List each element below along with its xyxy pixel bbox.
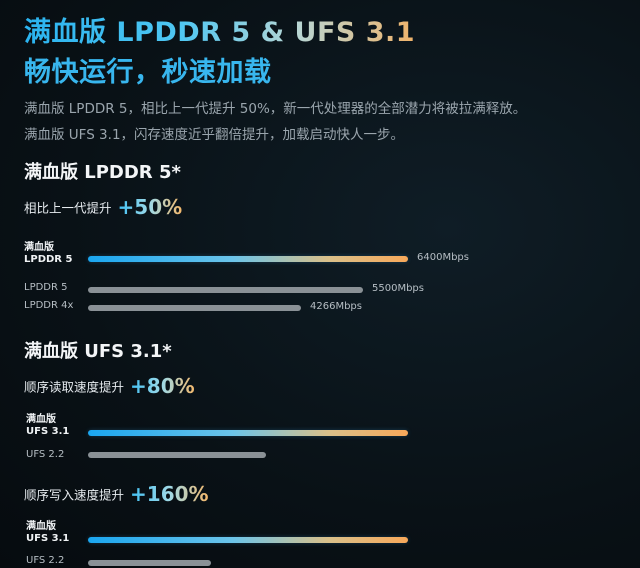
improvement-value: +80%: [130, 374, 195, 398]
bar-label-prefix: 满血版: [26, 521, 56, 532]
bar-label-lpddr4x: LPDDR 4x: [24, 300, 74, 311]
bar-value-lpddr4x: 4266Mbps: [310, 301, 362, 312]
bar-value-full-lpddr5: 6400Mbps: [417, 252, 469, 263]
section-title-ufs: 满血版 UFS 3.1*: [24, 341, 172, 362]
section-title-lpddr5: 满血版 LPDDR 5*: [24, 162, 181, 183]
bar-full-lpddr5: [88, 256, 408, 262]
bar-label-prefix: 满血版: [24, 242, 54, 253]
bar-label-ufs22-read: UFS 2.2: [26, 449, 65, 460]
improvement-label: 顺序读取速度提升: [24, 379, 125, 395]
improvement-label: 相比上一代提升: [24, 200, 112, 216]
page-title: 满血版 LPDDR 5 & UFS 3.1: [24, 10, 415, 49]
improvement-ufs-write: 顺序写入速度提升 +160%: [24, 482, 209, 506]
bar-full-ufs31-read: [88, 430, 408, 436]
description-ufs: 满血版 UFS 3.1，闪存速度近乎翻倍提升，加载启动快人一步。: [24, 127, 405, 143]
bar-full-ufs31-write: [88, 537, 408, 543]
page-subtitle: 畅快运行，秒速加载: [24, 57, 272, 88]
bar-label-ufs22-write: UFS 2.2: [26, 555, 65, 566]
bar-ufs22-write: [88, 560, 211, 566]
improvement-ufs-read: 顺序读取速度提升 +80%: [24, 374, 195, 398]
improvement-value: +50%: [117, 195, 183, 219]
bar-lpddr5: [88, 287, 363, 293]
bar-value-lpddr5: 5500Mbps: [372, 283, 424, 294]
bar-label-prefix: 满血版: [26, 414, 56, 425]
bar-label-full-ufs31-read: 满血版 UFS 3.1: [26, 414, 69, 438]
bar-label-lpddr5: LPDDR 5: [24, 282, 68, 293]
bar-lpddr4x: [88, 305, 301, 311]
bar-label-name: LPDDR 5: [24, 254, 73, 265]
description-lpddr5: 满血版 LPDDR 5，相比上一代提升 50%，新一代处理器的全部潜力将被拉满释…: [24, 101, 527, 117]
bar-label-full-lpddr5: 满血版 LPDDR 5: [24, 242, 72, 266]
bar-ufs22-read: [88, 452, 266, 458]
improvement-lpddr5: 相比上一代提升 +50%: [24, 195, 182, 219]
bar-label-full-ufs31-write: 满血版 UFS 3.1: [26, 521, 69, 545]
improvement-value: +160%: [130, 482, 209, 506]
bar-label-name: UFS 3.1: [26, 426, 70, 437]
improvement-label: 顺序写入速度提升: [24, 487, 125, 503]
bar-label-name: UFS 3.1: [26, 533, 70, 544]
